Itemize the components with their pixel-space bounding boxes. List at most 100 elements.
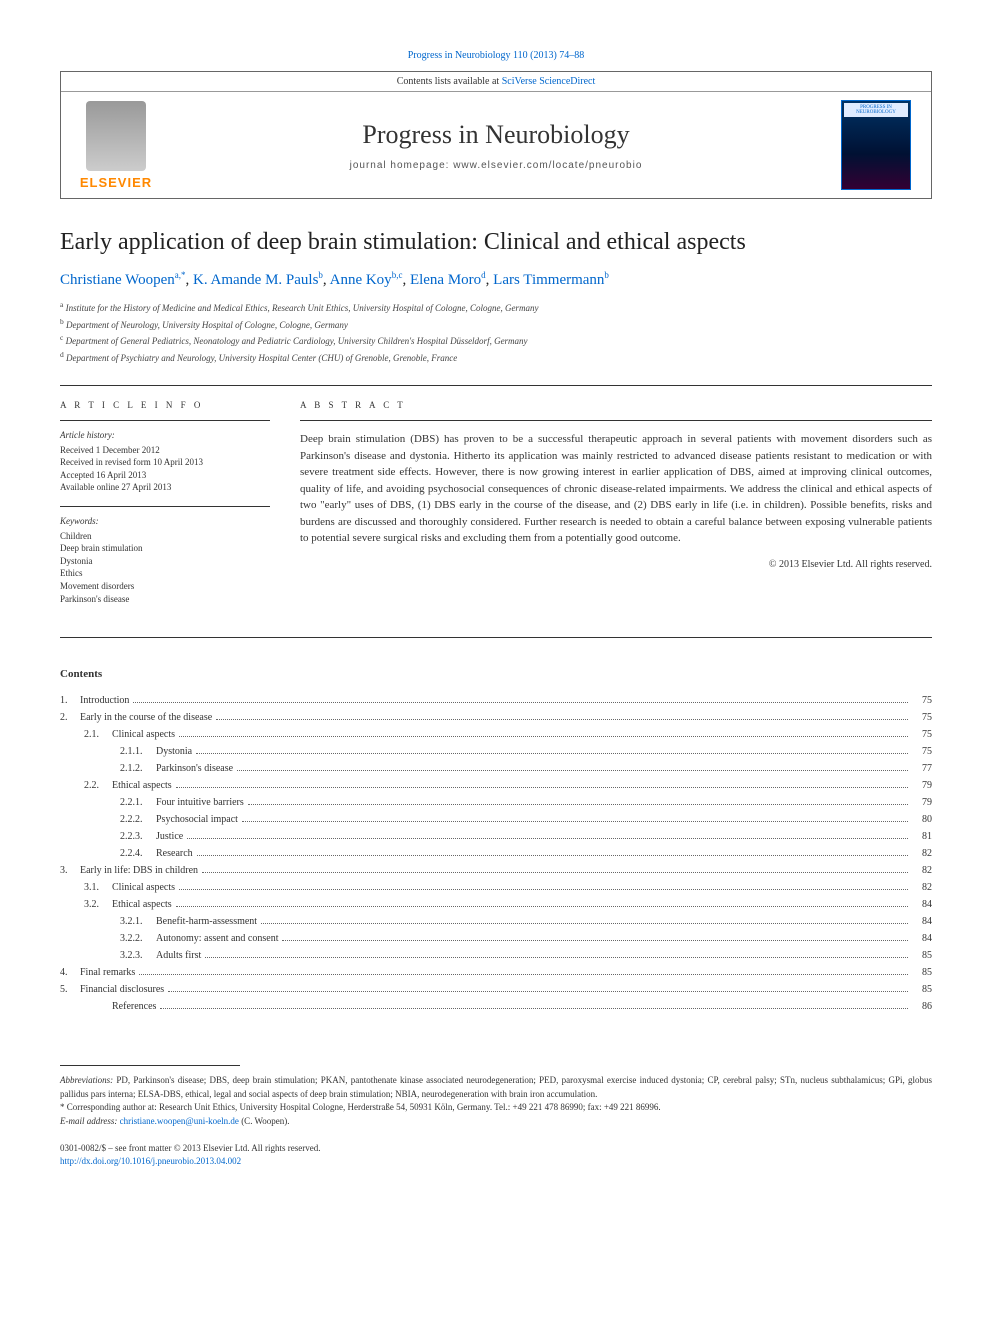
toc-text: Clinical aspects bbox=[112, 726, 175, 743]
toc-page: 84 bbox=[912, 913, 932, 930]
toc-row[interactable]: 5.Financial disclosures85 bbox=[60, 981, 932, 998]
toc-dots bbox=[205, 957, 908, 958]
toc-text: Dystonia bbox=[156, 743, 192, 760]
email-suffix: (C. Woopen). bbox=[239, 1116, 290, 1126]
toc-row[interactable]: 3.2.Ethical aspects84 bbox=[60, 896, 932, 913]
contents-prefix: Contents lists available at bbox=[397, 76, 502, 87]
toc-num: 5. bbox=[60, 981, 80, 998]
abbrev-label: Abbreviations: bbox=[60, 1075, 113, 1085]
toc-row[interactable]: 2.2.2.Psychosocial impact80 bbox=[60, 811, 932, 828]
history-line: Available online 27 April 2013 bbox=[60, 481, 270, 494]
toc-row[interactable]: 4.Final remarks 85 bbox=[60, 964, 932, 981]
toc-row[interactable]: 2.2.4.Research82 bbox=[60, 845, 932, 862]
article-info-column: A R T I C L E I N F O Article history: R… bbox=[60, 400, 270, 617]
author-name-link[interactable]: K. Amande M. Pauls bbox=[193, 272, 318, 288]
toc-text: Autonomy: assent and consent bbox=[156, 930, 278, 947]
toc-num: 4. bbox=[60, 964, 80, 981]
citation-link[interactable]: Progress in Neurobiology 110 (2013) 74–8… bbox=[408, 50, 585, 61]
toc-page: 82 bbox=[912, 845, 932, 862]
keyword: Movement disorders bbox=[60, 580, 270, 593]
toc-page: 85 bbox=[912, 981, 932, 998]
toc-dots bbox=[176, 787, 908, 788]
toc-text: Clinical aspects bbox=[112, 879, 175, 896]
divider bbox=[60, 506, 270, 507]
toc-page: 82 bbox=[912, 862, 932, 879]
toc-dots bbox=[187, 838, 908, 839]
author-sup: b,c bbox=[392, 270, 403, 280]
toc-num: 2.2.1. bbox=[120, 794, 156, 811]
toc-row[interactable]: 2.2.Ethical aspects79 bbox=[60, 777, 932, 794]
toc-row[interactable]: References86 bbox=[60, 998, 932, 1015]
toc-text: Ethical aspects bbox=[112, 896, 172, 913]
toc-row[interactable]: 3.2.2.Autonomy: assent and consent84 bbox=[60, 930, 932, 947]
toc-page: 85 bbox=[912, 964, 932, 981]
toc-row[interactable]: 2.1.Clinical aspects75 bbox=[60, 726, 932, 743]
toc-row[interactable]: 1.Introduction75 bbox=[60, 692, 932, 709]
doi-link[interactable]: http://dx.doi.org/10.1016/j.pneurobio.20… bbox=[60, 1156, 241, 1166]
author-name-link[interactable]: Lars Timmermann bbox=[493, 272, 604, 288]
author-name-link[interactable]: Christiane Woopen bbox=[60, 272, 175, 288]
toc-row[interactable]: 2.Early in the course of the disease75 bbox=[60, 709, 932, 726]
email-label: E-mail address: bbox=[60, 1116, 120, 1126]
keyword: Parkinson's disease bbox=[60, 593, 270, 606]
toc-num: 3.2.1. bbox=[120, 913, 156, 930]
toc-num: 3.1. bbox=[84, 879, 112, 896]
abbrev-text: PD, Parkinson's disease; DBS, deep brain… bbox=[60, 1075, 932, 1099]
toc-text: Research bbox=[156, 845, 193, 862]
affiliation: d Department of Psychiatry and Neurology… bbox=[60, 349, 932, 366]
toc-num: 3.2.3. bbox=[120, 947, 156, 964]
toc-row[interactable]: 3.2.1.Benefit-harm-assessment84 bbox=[60, 913, 932, 930]
issn-line: 0301-0082/$ – see front matter © 2013 El… bbox=[60, 1142, 932, 1155]
toc-dots bbox=[179, 736, 908, 737]
toc-dots bbox=[282, 940, 908, 941]
toc-text: Introduction bbox=[80, 692, 129, 709]
author: Anne Koyb,c bbox=[330, 272, 403, 288]
keyword: Children bbox=[60, 530, 270, 543]
toc-row[interactable]: 3.Early in life: DBS in children82 bbox=[60, 862, 932, 879]
toc-row[interactable]: 3.1.Clinical aspects82 bbox=[60, 879, 932, 896]
author-sup: b bbox=[318, 270, 323, 280]
article-info-head: A R T I C L E I N F O bbox=[60, 400, 270, 410]
author-sup: b bbox=[604, 270, 609, 280]
author-name-link[interactable]: Anne Koy bbox=[330, 272, 392, 288]
toc-row[interactable]: 2.1.1.Dystonia 75 bbox=[60, 743, 932, 760]
corresponding-email-link[interactable]: christiane.woopen@uni-koeln.de bbox=[120, 1116, 239, 1126]
sciencedirect-link[interactable]: SciVerse ScienceDirect bbox=[502, 76, 596, 87]
elsevier-tree-icon bbox=[86, 101, 146, 171]
journal-homepage: journal homepage: www.elsevier.com/locat… bbox=[171, 160, 821, 171]
affiliation: a Institute for the History of Medicine … bbox=[60, 299, 932, 316]
author-name-link[interactable]: Elena Moro bbox=[410, 272, 481, 288]
toc-num: 3. bbox=[60, 862, 80, 879]
toc-text: Final remarks bbox=[80, 964, 135, 981]
copyright-line: © 2013 Elsevier Ltd. All rights reserved… bbox=[300, 559, 932, 570]
contents-available: Contents lists available at SciVerse Sci… bbox=[61, 72, 931, 92]
toc-dots bbox=[197, 855, 908, 856]
toc-dots bbox=[176, 906, 908, 907]
toc-row[interactable]: 2.2.1.Four intuitive barriers79 bbox=[60, 794, 932, 811]
toc-num: 2.1.2. bbox=[120, 760, 156, 777]
toc-dots bbox=[242, 821, 908, 822]
abstract-column: A B S T R A C T Deep brain stimulation (… bbox=[300, 400, 932, 617]
toc-num: 2.2.2. bbox=[120, 811, 156, 828]
author-list: Christiane Woopena,*, K. Amande M. Pauls… bbox=[60, 270, 932, 289]
history-line: Received 1 December 2012 bbox=[60, 444, 270, 457]
toc-row[interactable]: 3.2.3.Adults first85 bbox=[60, 947, 932, 964]
toc-page: 85 bbox=[912, 947, 932, 964]
cover-label: PROGRESS IN NEUROBIOLOGY bbox=[846, 105, 906, 115]
keyword: Dystonia bbox=[60, 555, 270, 568]
toc-row[interactable]: 2.1.2.Parkinson's disease77 bbox=[60, 760, 932, 777]
toc-dots bbox=[139, 974, 908, 975]
toc-dots bbox=[261, 923, 908, 924]
toc-dots bbox=[179, 889, 908, 890]
author: Christiane Woopena,* bbox=[60, 272, 186, 288]
toc-num: 2.1.1. bbox=[120, 743, 156, 760]
toc-page: 75 bbox=[912, 743, 932, 760]
toc-dots bbox=[202, 872, 908, 873]
toc-dots bbox=[168, 991, 908, 992]
history-head: Article history: bbox=[60, 429, 270, 442]
table-of-contents: 1.Introduction752.Early in the course of… bbox=[60, 692, 932, 1015]
toc-row[interactable]: 2.2.3.Justice81 bbox=[60, 828, 932, 845]
keyword: Ethics bbox=[60, 567, 270, 580]
author: K. Amande M. Paulsb bbox=[193, 272, 323, 288]
issn-block: 0301-0082/$ – see front matter © 2013 El… bbox=[60, 1142, 932, 1167]
